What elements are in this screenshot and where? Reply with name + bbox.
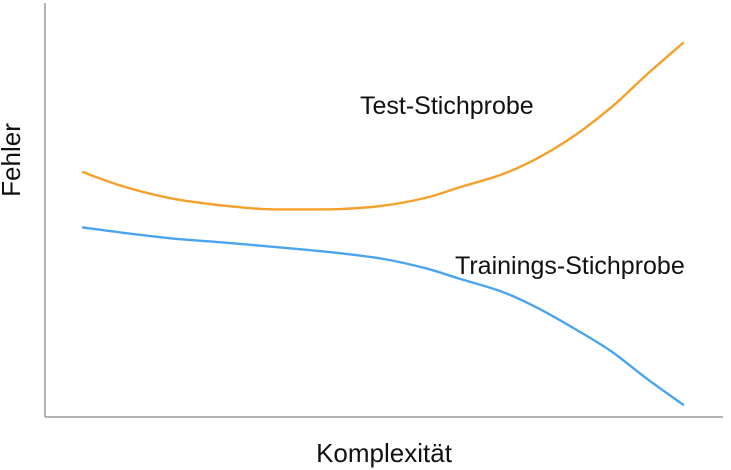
series-label-training: Trainings-Stichprobe xyxy=(455,252,685,280)
y-axis-label: Fehler xyxy=(0,123,26,197)
series-line-training xyxy=(81,226,685,406)
axes xyxy=(44,3,723,418)
series-line-test xyxy=(81,41,685,211)
series-layer xyxy=(81,41,685,406)
x-axis-label: Komplexität xyxy=(316,438,453,468)
series-label-test: Test-Stichprobe xyxy=(360,92,534,120)
